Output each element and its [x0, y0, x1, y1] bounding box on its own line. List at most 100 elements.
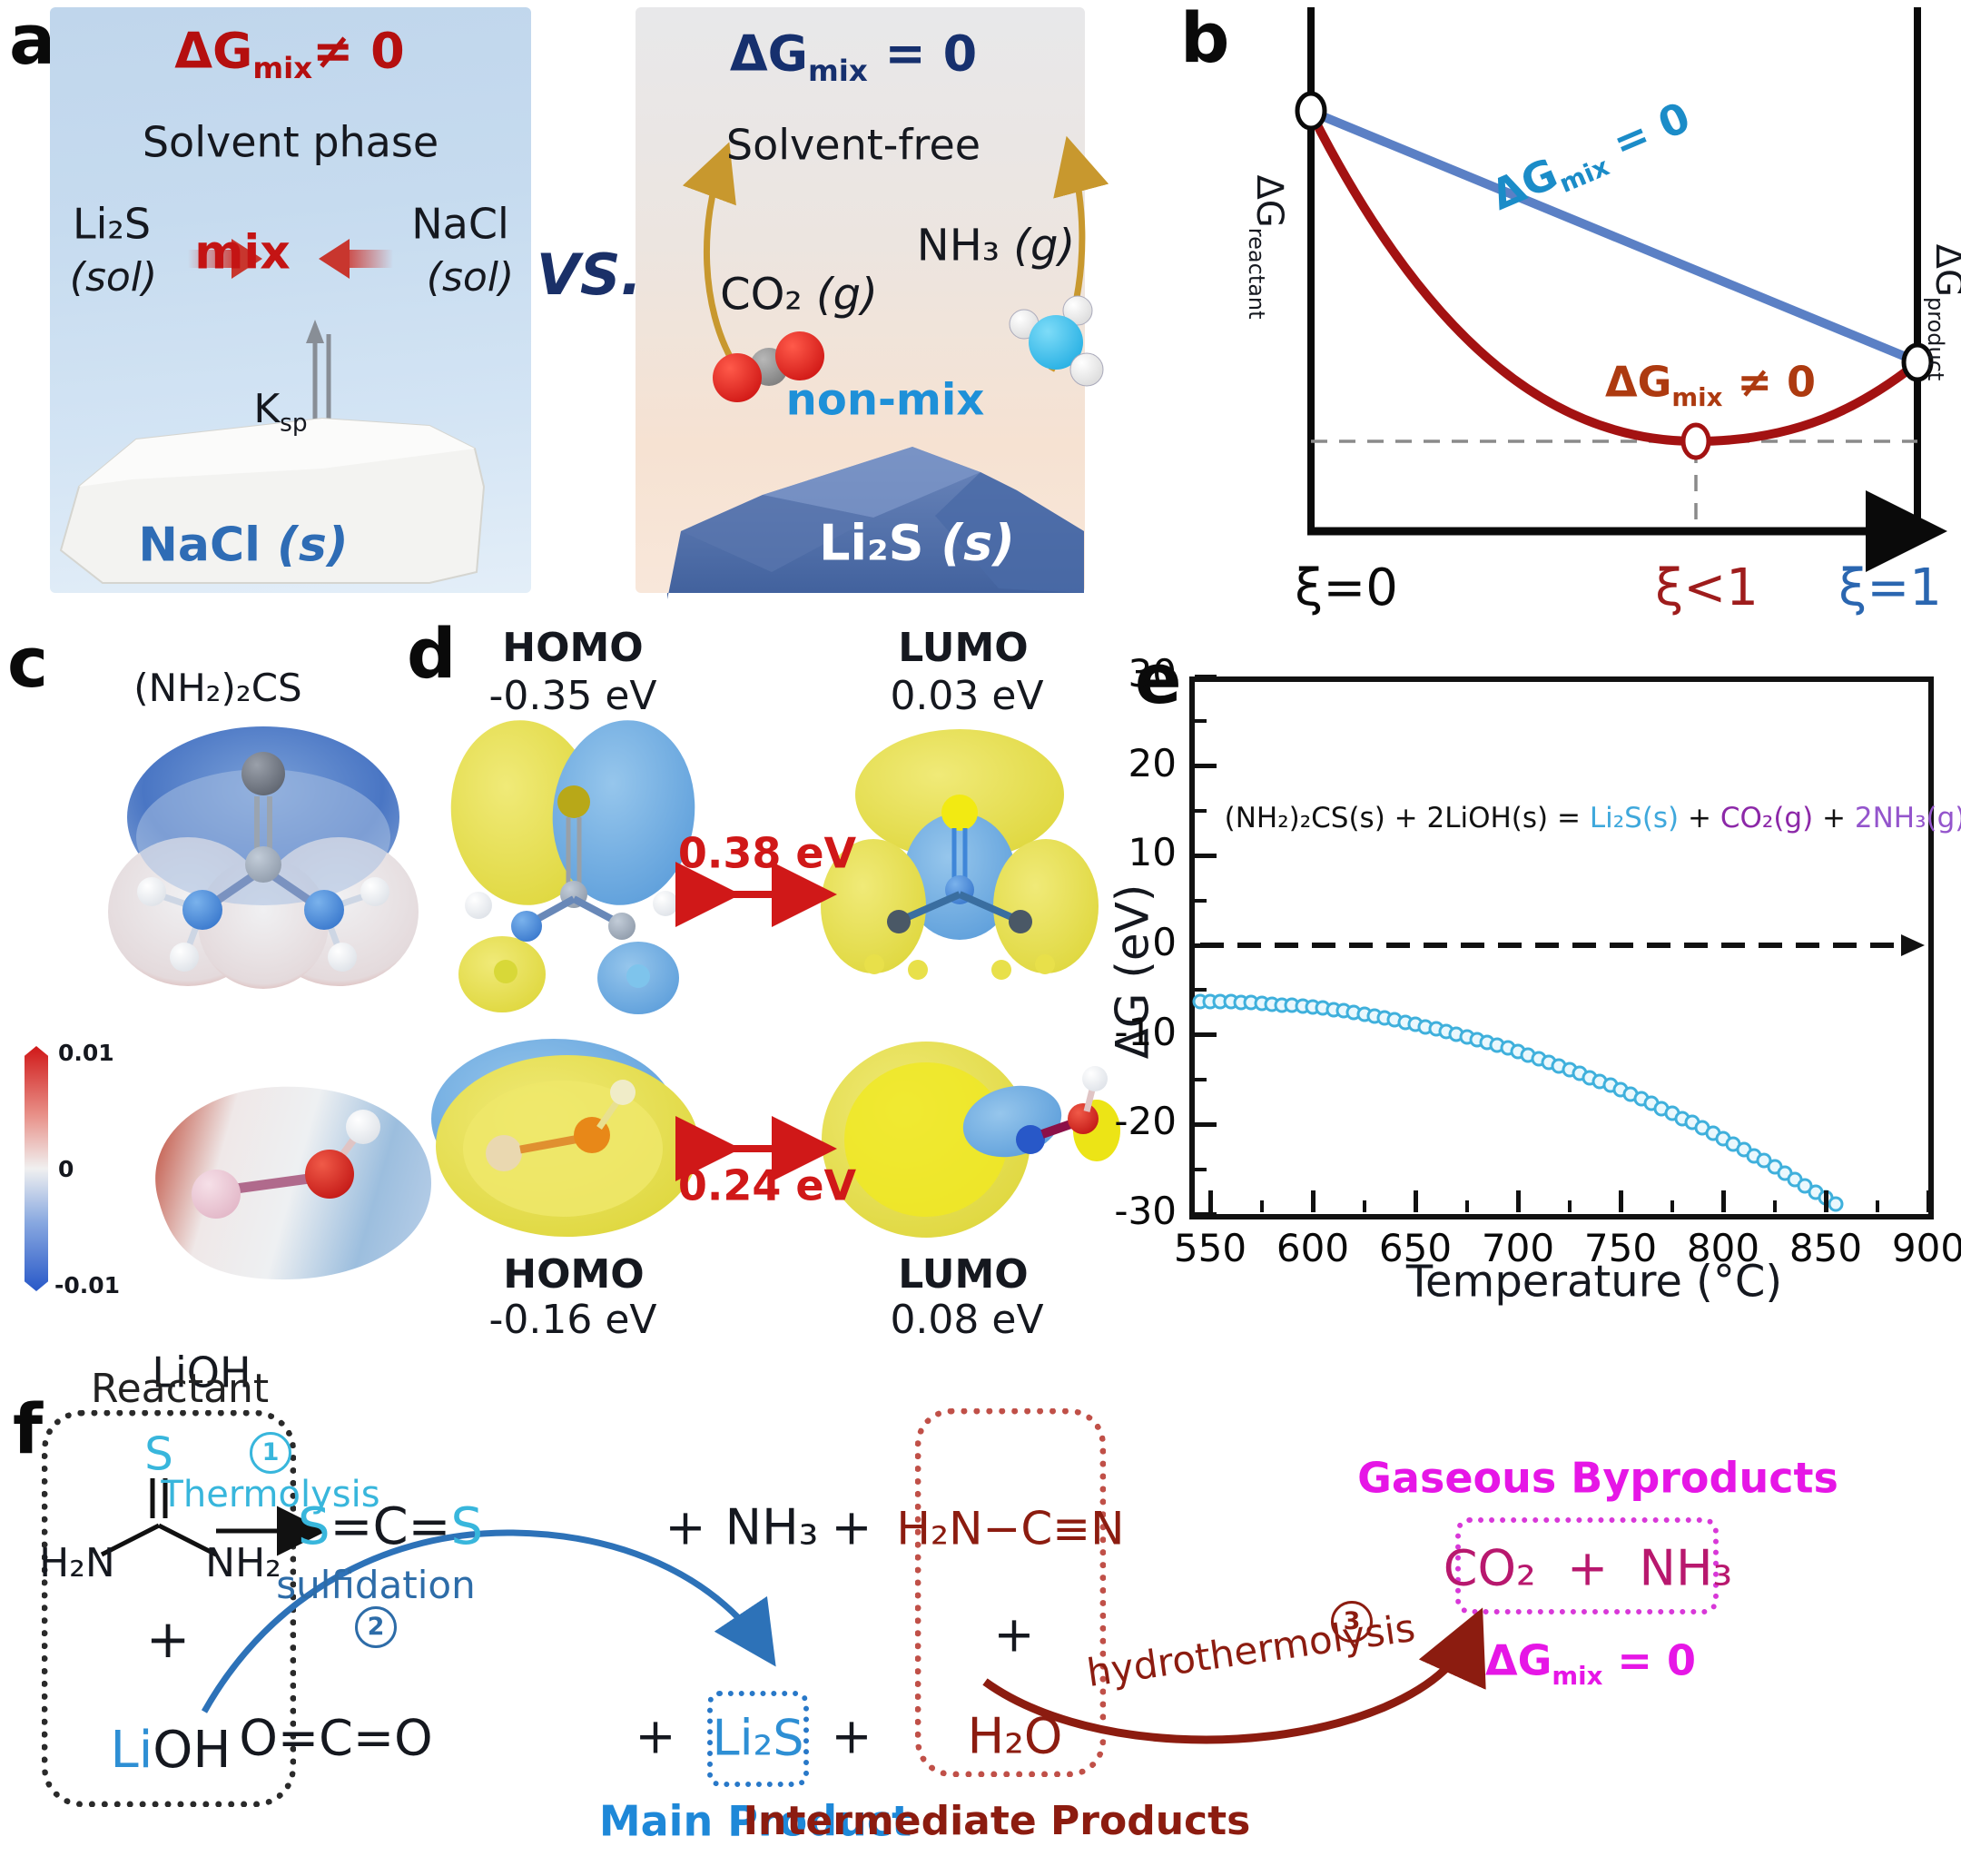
d-bottom-gap-arrow-icon [675, 1116, 837, 1181]
equation-co2: CO₂(g) [1720, 801, 1814, 834]
e-ytick-label: 0 [1152, 920, 1177, 964]
f-dgmix-zero-label: ΔGmix = 0 [1485, 1635, 1696, 1691]
e-reaction-equation: (NH₂)₂CS(s) + 2LiOH(s) = Li₂S(s) + CO₂(g… [1225, 803, 1961, 834]
lioh-esp-map [155, 1086, 432, 1280]
gaseous-byproducts-label: Gaseous Byproducts [1357, 1453, 1838, 1503]
e-xtick-minor [1259, 1200, 1264, 1212]
e-xtick-label: 550 [1173, 1226, 1247, 1270]
e-ytick-minor [1195, 719, 1207, 724]
f-row2-plus-a: + [635, 1707, 676, 1765]
cyanamide-formula: H₂N−C≡N [896, 1502, 1125, 1555]
equation-li2s: Li₂S(s) [1589, 801, 1680, 834]
e-ytick-mark [1195, 853, 1217, 858]
colorbar-mid-label: 0 [58, 1156, 74, 1182]
b-mixne0-curve [1309, 115, 1918, 447]
d-top-homo-energy: -0.35 eV [488, 672, 657, 719]
b-mixne0-label: ΔGmix ≠ 0 [1605, 357, 1816, 412]
panel-c-label: c [7, 622, 49, 703]
e-xtick-minor [1875, 1200, 1879, 1212]
e-xtick-mark [1207, 1190, 1213, 1212]
lioh-formula-label: LiOH [152, 1348, 251, 1397]
b-xi1-label: ξ=1 [1838, 558, 1942, 618]
thiourea-nh2: NH₂ [205, 1539, 281, 1586]
nacl-solid-label: NaCl (s) [138, 518, 349, 573]
step2-number-badge: 2 [355, 1606, 397, 1648]
b-xilt1-label: ξ<1 [1655, 558, 1759, 618]
e-xtick-mark [1413, 1190, 1418, 1212]
e-xtick-mark [1618, 1190, 1623, 1212]
gas-escape-arrow-left-icon [682, 142, 737, 365]
e-data-point [1828, 1196, 1844, 1212]
panel-e-frame [1189, 676, 1934, 1219]
d-top-lumo-energy: 0.03 eV [890, 672, 1044, 719]
e-ytick-mark [1195, 1032, 1217, 1038]
ksp-label: Ksp [253, 385, 308, 438]
f-box-plus: + [993, 1605, 1035, 1664]
main-product-label: Main Product [598, 1796, 912, 1846]
panel-a-solventfree-graphics [667, 135, 1109, 599]
vs-label: VS. [536, 241, 643, 308]
thiourea-skeleton-icon [100, 1478, 218, 1557]
hydrothermolysis-arrow-icon [982, 1607, 1486, 1744]
panel-e-label: e [1135, 638, 1182, 719]
panel-f-arrows [100, 1478, 1486, 1744]
d-top-gap-arrow-icon [675, 862, 837, 927]
e-ytick-mark [1195, 674, 1217, 679]
e-xtick-mark [1310, 1190, 1316, 1212]
panel-a-solvent-graphics [59, 239, 486, 584]
d-bottom-homo-title: HOMO [503, 1250, 645, 1298]
colorbar-min-label: -0.01 [54, 1272, 121, 1298]
equation-reactants: (NH₂)₂CS(s) + 2LiOH(s) = [1224, 801, 1590, 834]
d-top-lumo-title: LUMO [898, 624, 1029, 671]
panel-a-left-title: ΔGmix≠ 0 [174, 22, 405, 86]
e-xtick-minor [1670, 1200, 1674, 1212]
b-mix0-line [1312, 108, 1917, 365]
f-plus-reactants: + [145, 1608, 191, 1671]
e-ytick-minor [1195, 1078, 1207, 1081]
e-ytick-mark [1195, 943, 1217, 948]
step1-thermolysis-label: Thermolysis [161, 1474, 380, 1516]
lioh-homo-orbital [431, 1039, 699, 1237]
step3-number-badge: 3 [1331, 1601, 1373, 1643]
e-zero-dashed-line [1200, 943, 1901, 948]
sulfidation-arrow-icon [201, 1529, 776, 1713]
e-xtick-label: 700 [1481, 1226, 1555, 1270]
e-xtick-minor [1772, 1200, 1777, 1212]
li2s-solid-label: Li₂S (s) [819, 514, 1015, 572]
thiourea-homo-orbital [450, 720, 695, 1014]
e-ytick-minor [1195, 809, 1207, 813]
panel-a-right-title: ΔGmix = 0 [729, 25, 978, 89]
e-ytick-minor [1195, 898, 1207, 903]
e-xtick-minor [1362, 1200, 1366, 1212]
panel-a-label: a [9, 0, 56, 80]
e-ytick-minor [1195, 1167, 1207, 1171]
e-ytick-label: 10 [1128, 830, 1177, 875]
e-ytick-label: -30 [1114, 1189, 1177, 1233]
e-xtick-label: 600 [1276, 1226, 1350, 1270]
li2s-product-formula: Li₂S [712, 1709, 804, 1767]
f-row1-plus-b: + [831, 1498, 872, 1556]
nh3-product: NH₃ [724, 1498, 819, 1556]
intermediate-products-label: Intermediate Products [743, 1797, 1251, 1844]
li2s-sol-state: (sol) [69, 253, 158, 301]
co2-linear-formula: O=C=O [239, 1709, 433, 1767]
panel-e-points [1192, 682, 1928, 1214]
panel-b-chart [1295, 7, 1947, 572]
byproducts-box [1455, 1517, 1719, 1614]
non-mix-label: non-mix [785, 374, 985, 426]
e-xtick-mark [1823, 1190, 1828, 1212]
solvent-phase-label: Solvent phase [142, 117, 439, 167]
thiourea-lumo-orbital [821, 729, 1099, 980]
colorbar-max-label: 0.01 [58, 1040, 114, 1066]
d-top-homo-title: HOMO [502, 624, 644, 671]
panel-b-label: b [1180, 0, 1230, 78]
lioh-lumo-orbital [822, 1042, 1120, 1238]
nacl-sol-formula: NaCl [411, 199, 509, 249]
reactant-heading: Reactant [91, 1366, 270, 1412]
e-xtick-label: 650 [1378, 1226, 1453, 1270]
mix-label: mix [194, 225, 291, 281]
b-reactant-point [1295, 91, 1327, 131]
e-ytick-minor [1195, 988, 1207, 992]
nh3-gas-label: NH₃ (g) [916, 220, 1076, 272]
